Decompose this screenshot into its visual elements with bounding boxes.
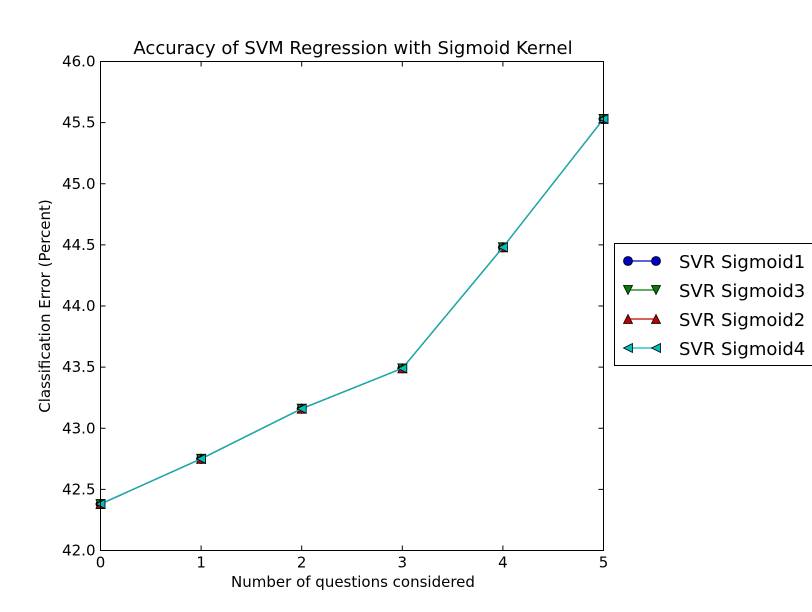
- legend-marker-right: [650, 342, 661, 354]
- x-tick-label: 5: [599, 554, 609, 572]
- legend-item: SVR Sigmoid3: [622, 281, 805, 302]
- series-4: [95, 113, 609, 510]
- y-tick-label: 46.0: [62, 53, 95, 71]
- legend-marker-left: [622, 285, 634, 296]
- y-tick-label: 42.5: [62, 480, 95, 498]
- legend-marker-left: [622, 313, 634, 324]
- series-line: [100, 118, 604, 505]
- legend-item: SVR Sigmoid2: [622, 310, 805, 331]
- x-axis-label: Number of questions considered: [231, 573, 475, 591]
- data-point-3: [396, 363, 408, 374]
- series-line: [100, 118, 604, 505]
- legend-marker-right: [650, 285, 662, 296]
- legend-marker-left: [622, 342, 633, 354]
- y-tick-label: 43.5: [62, 358, 95, 376]
- data-point-1: [195, 453, 207, 464]
- x-tick-label: 3: [398, 554, 408, 572]
- legend-marker-right: [650, 313, 662, 324]
- legend-box: [614, 243, 812, 366]
- y-axis: 42.0 42.5 43.0 43.5 44.0 44.5 45.0 45.5 46.0: [62, 53, 604, 560]
- x-tick-label: 0: [96, 554, 106, 572]
- plot-area: [95, 113, 609, 510]
- data-point-2: [296, 403, 307, 414]
- y-tick-label: 42.0: [62, 542, 95, 560]
- legend-item: SVR Sigmoid1: [623, 252, 805, 273]
- legend: SVR Sigmoid1 SVR Sigmoid3 SVR Sigmoid2 SVR …: [614, 243, 812, 366]
- legend-label: SVR Sigmoid4: [679, 339, 805, 360]
- y-tick-label: 44.0: [62, 297, 95, 315]
- x-tick-label: 4: [498, 554, 508, 572]
- legend-marker-left: [623, 256, 633, 266]
- legend-label: SVR Sigmoid2: [679, 310, 805, 331]
- x-axis: 0 1 2 3 4 5: [96, 61, 609, 572]
- x-tick-label: 2: [297, 554, 307, 572]
- legend-item: SVR Sigmoid4: [622, 339, 805, 360]
- series-line: [100, 118, 604, 505]
- y-tick-label: 45.5: [62, 114, 95, 132]
- legend-marker-right: [651, 256, 661, 266]
- legend-label: SVR Sigmoid3: [679, 281, 805, 302]
- chart-title: Accuracy of SVM Regression with Sigmoid …: [133, 38, 572, 59]
- x-tick-label: 1: [196, 554, 206, 572]
- y-tick-label: 44.5: [62, 236, 95, 254]
- y-axis-label: Classification Error (Percent): [36, 199, 54, 413]
- data-point-4: [497, 242, 508, 253]
- y-tick-label: 43.0: [62, 419, 95, 437]
- legend-label: SVR Sigmoid1: [679, 252, 805, 273]
- series-3: [95, 113, 609, 509]
- plot-frame: [100, 61, 604, 551]
- y-tick-label: 45.0: [62, 175, 95, 193]
- series-2: [95, 114, 609, 510]
- series-1: [95, 114, 609, 509]
- series-line: [100, 118, 604, 505]
